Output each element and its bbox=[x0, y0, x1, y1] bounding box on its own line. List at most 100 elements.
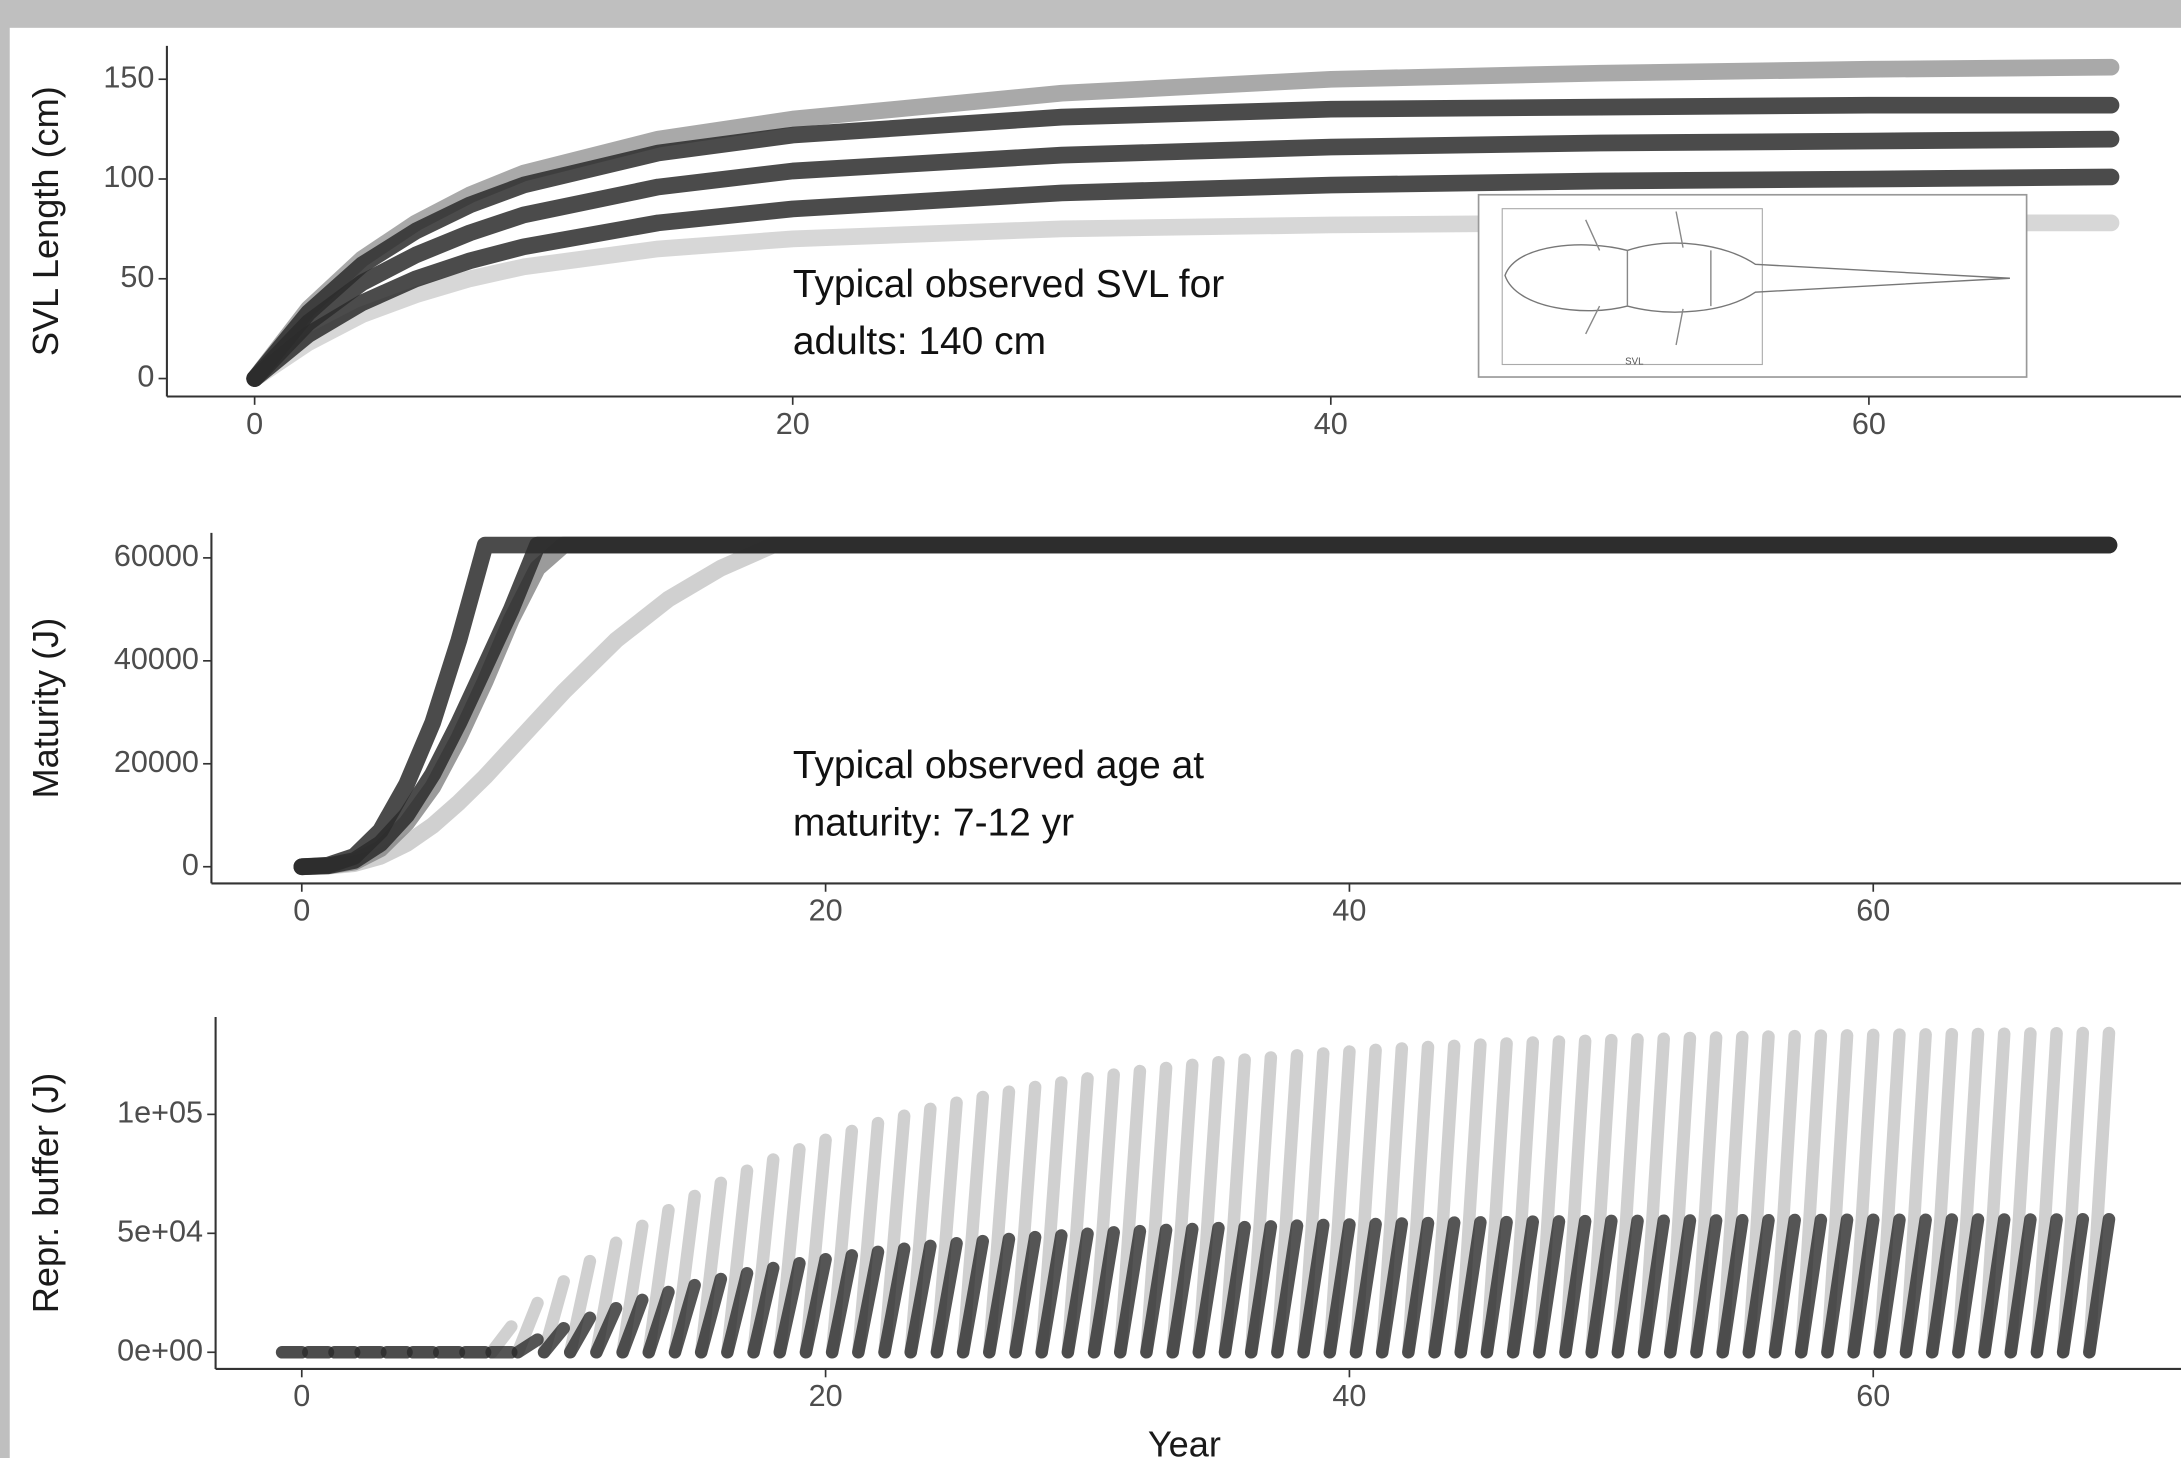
tooth bbox=[747, 1261, 780, 1359]
x-tick-label: 0 bbox=[293, 894, 310, 928]
tooth bbox=[1113, 1224, 1147, 1359]
x-tick-label: 60 bbox=[1852, 407, 1886, 441]
x-tick-label: 20 bbox=[809, 1379, 843, 1413]
x-tick-label: 60 bbox=[1856, 894, 1890, 928]
tooth bbox=[1035, 1229, 1068, 1359]
tooth bbox=[904, 1239, 937, 1359]
y-axis-title: Repr. buffer (J) bbox=[25, 1073, 66, 1314]
tooth bbox=[2056, 1213, 2090, 1359]
y-tick-label: 50 bbox=[120, 260, 154, 294]
tooth bbox=[1454, 1216, 1487, 1359]
tooth bbox=[721, 1267, 754, 1359]
tooth bbox=[616, 1293, 649, 1359]
tooth bbox=[825, 1249, 859, 1359]
tooth bbox=[1061, 1227, 1094, 1359]
tooth bbox=[694, 1272, 728, 1359]
tooth bbox=[1952, 1213, 1985, 1359]
x-tick-label: 0 bbox=[293, 1379, 310, 1413]
tooth bbox=[773, 1257, 806, 1359]
tooth bbox=[1768, 1213, 1801, 1359]
tooth bbox=[799, 1252, 832, 1359]
tooth bbox=[1925, 1213, 1959, 1359]
inset-figure: SVL bbox=[1477, 193, 2028, 378]
tooth bbox=[1533, 1215, 1566, 1359]
x-tick-label: 40 bbox=[1332, 1379, 1366, 1413]
tooth bbox=[2083, 1213, 2116, 1359]
tooth bbox=[537, 1321, 570, 1359]
tooth bbox=[1402, 1216, 1435, 1359]
tooth bbox=[1742, 1213, 1775, 1359]
x-tick-label: 40 bbox=[1332, 894, 1366, 928]
tooth bbox=[1428, 1216, 1461, 1359]
tooth bbox=[642, 1285, 675, 1359]
series-line bbox=[293, 536, 2118, 876]
x-tick-label: 20 bbox=[809, 894, 843, 928]
y-tick-label: 150 bbox=[103, 60, 154, 94]
tooth bbox=[511, 1333, 544, 1359]
tooth bbox=[1192, 1221, 1225, 1359]
y-tick-label: 0 bbox=[182, 848, 199, 882]
tooth bbox=[1559, 1214, 1592, 1359]
tooth bbox=[1271, 1219, 1304, 1359]
y-axis-title: Maturity (J) bbox=[25, 618, 66, 799]
tooth bbox=[1899, 1213, 1932, 1359]
tooth bbox=[852, 1245, 885, 1359]
y-tick-label: 60000 bbox=[114, 539, 199, 573]
tooth bbox=[563, 1311, 597, 1359]
series-line bbox=[246, 96, 2120, 387]
y-tick-label: 1e+05 bbox=[117, 1095, 203, 1129]
x-tick-label: 0 bbox=[246, 407, 263, 441]
tooth bbox=[930, 1237, 963, 1359]
tooth bbox=[1690, 1214, 1723, 1359]
tooth bbox=[878, 1242, 911, 1359]
tooth bbox=[590, 1301, 623, 1359]
x-tick-label: 20 bbox=[776, 407, 810, 441]
series-line bbox=[246, 130, 2120, 387]
tooth bbox=[1873, 1213, 1906, 1359]
inset-label: SVL bbox=[1625, 356, 1644, 367]
y-tick-label: 0 bbox=[137, 360, 154, 394]
y-tick-label: 0e+00 bbox=[117, 1333, 203, 1367]
tooth bbox=[1506, 1215, 1540, 1359]
annotation: adults: 140 cm bbox=[793, 320, 1046, 363]
tooth bbox=[668, 1278, 701, 1359]
tooth bbox=[1244, 1220, 1278, 1359]
tooth bbox=[1664, 1214, 1697, 1359]
tooth bbox=[1140, 1223, 1173, 1359]
x-axis-title: Year bbox=[1148, 1423, 1221, 1458]
tooth bbox=[1087, 1226, 1120, 1359]
tooth bbox=[1218, 1220, 1251, 1359]
tooth bbox=[1585, 1214, 1618, 1359]
y-tick-label: 40000 bbox=[114, 642, 199, 676]
tooth bbox=[2004, 1213, 2037, 1359]
tooth bbox=[1637, 1214, 1670, 1359]
annotation: Typical observed age at bbox=[793, 744, 1204, 787]
tooth bbox=[1794, 1213, 1828, 1359]
y-tick-label: 5e+04 bbox=[117, 1214, 203, 1248]
y-tick-label: 100 bbox=[103, 160, 154, 194]
tooth bbox=[1978, 1213, 2011, 1359]
tooth bbox=[1821, 1213, 1854, 1359]
annotation: maturity: 7-12 yr bbox=[793, 801, 1074, 844]
tooth bbox=[983, 1232, 1016, 1359]
tooth bbox=[1611, 1214, 1644, 1359]
tooth bbox=[1009, 1230, 1042, 1359]
tooth bbox=[1480, 1215, 1513, 1359]
tooth bbox=[1847, 1213, 1880, 1359]
tooth bbox=[1375, 1217, 1409, 1359]
tooth bbox=[1349, 1217, 1382, 1359]
tooth bbox=[956, 1234, 990, 1359]
y-axis-title: SVL Length (cm) bbox=[25, 86, 66, 356]
series-line bbox=[246, 168, 2120, 387]
tooth bbox=[1166, 1222, 1199, 1359]
tooth bbox=[1323, 1218, 1356, 1359]
tooth bbox=[1297, 1218, 1330, 1359]
tooth bbox=[2030, 1213, 2063, 1359]
y-tick-label: 20000 bbox=[114, 745, 199, 779]
tooth bbox=[1716, 1213, 1749, 1359]
annotation: Typical observed SVL for bbox=[793, 263, 1224, 306]
x-tick-label: 60 bbox=[1856, 1379, 1890, 1413]
x-tick-label: 40 bbox=[1314, 407, 1348, 441]
